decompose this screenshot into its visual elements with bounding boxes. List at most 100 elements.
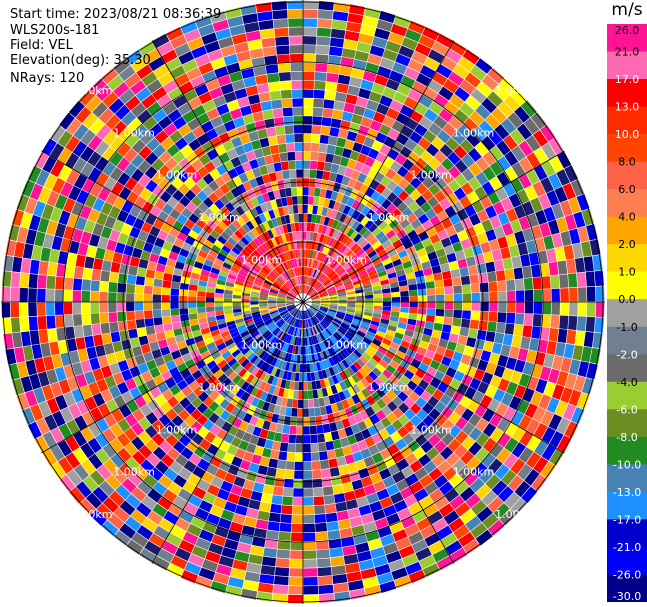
velocity-gate	[462, 293, 472, 302]
velocity-gate	[180, 447, 194, 460]
velocity-gate	[298, 276, 302, 285]
velocity-gate	[180, 225, 192, 236]
velocity-gate	[303, 461, 312, 471]
velocity-gate	[172, 189, 184, 202]
velocity-gate	[92, 368, 104, 382]
velocity-gate	[489, 352, 500, 365]
velocity-gate	[145, 425, 158, 439]
velocity-gate	[292, 345, 297, 354]
velocity-gate	[517, 348, 529, 362]
velocity-gate	[317, 333, 323, 342]
velocity-gate	[304, 310, 307, 319]
velocity-gate	[106, 239, 117, 252]
velocity-gate	[509, 395, 522, 411]
velocity-gate	[303, 187, 309, 196]
velocity-gate	[178, 409, 190, 421]
velocity-gate	[565, 373, 577, 390]
velocity-gate	[303, 160, 311, 169]
velocity-gate	[308, 196, 314, 205]
velocity-gate	[453, 524, 470, 540]
range-ring-label: 1.00km	[156, 423, 198, 436]
velocity-gate	[245, 423, 256, 435]
velocity-gate	[154, 271, 164, 280]
velocity-gate	[303, 417, 310, 426]
velocity-gate	[317, 272, 324, 281]
velocity-gate	[63, 391, 76, 407]
velocity-gate	[300, 346, 303, 355]
velocity-gate	[317, 388, 324, 398]
velocity-gate	[232, 305, 242, 310]
velocity-gate	[295, 363, 300, 373]
velocity-gate	[475, 484, 491, 500]
velocity-gate	[433, 150, 447, 164]
velocity-gate	[372, 354, 382, 363]
velocity-gate	[243, 516, 257, 528]
velocity-gate	[496, 322, 506, 334]
velocity-gate	[279, 274, 287, 283]
velocity-gate	[426, 143, 439, 157]
velocity-gate	[311, 296, 320, 300]
velocity-gate	[529, 338, 540, 352]
colorbar-tick-label: 10.0	[615, 128, 640, 141]
velocity-gate	[331, 19, 347, 30]
velocity-gate	[526, 452, 541, 469]
colorbar-tick-label: -26.0	[613, 569, 641, 582]
velocity-gate	[10, 287, 20, 302]
velocity-gate	[336, 510, 349, 521]
range-ring-label: 1.00km	[453, 466, 495, 479]
velocity-gate	[369, 273, 379, 280]
velocity-gate	[209, 203, 220, 215]
velocity-gate	[355, 346, 365, 355]
velocity-gate	[562, 183, 576, 200]
velocity-gate	[367, 538, 383, 551]
velocity-gate	[468, 328, 478, 339]
velocity-gate	[212, 334, 222, 342]
velocity-gate	[491, 249, 503, 261]
velocity-gate	[336, 401, 345, 412]
velocity-gate	[233, 287, 243, 293]
velocity-gate	[316, 540, 329, 550]
velocity-gate	[487, 398, 501, 413]
velocity-gate	[198, 317, 208, 324]
velocity-gate	[371, 140, 383, 152]
velocity-gate	[272, 283, 281, 289]
velocity-gate	[121, 200, 134, 214]
velocity-gate	[504, 323, 515, 335]
velocity-gate	[365, 233, 375, 243]
velocity-gate	[344, 315, 354, 321]
velocity-gate	[170, 35, 187, 49]
velocity-gate	[424, 532, 441, 547]
velocity-gate	[314, 251, 320, 260]
velocity-gate	[166, 533, 182, 547]
velocity-gate	[310, 259, 315, 268]
velocity-gate	[369, 45, 385, 57]
velocity-gate	[250, 302, 259, 305]
velocity-gate	[197, 302, 206, 308]
velocity-gate	[31, 245, 43, 261]
velocity-gate	[279, 442, 289, 452]
velocity-gate	[303, 577, 318, 586]
velocity-gate	[351, 525, 365, 536]
velocity-gate	[271, 181, 279, 191]
velocity-gate	[225, 7, 242, 19]
velocity-gate	[283, 283, 291, 291]
velocity-gate	[95, 172, 110, 187]
velocity-gate	[286, 303, 295, 306]
velocity-gate	[504, 166, 518, 182]
velocity-gate	[223, 293, 233, 299]
velocity-gate	[404, 523, 420, 537]
velocity-gate	[362, 337, 372, 346]
velocity-gate	[121, 223, 133, 236]
velocity-gate	[281, 252, 287, 262]
velocity-gate	[356, 304, 365, 309]
velocity-gate	[310, 278, 315, 287]
velocity-gate	[283, 313, 291, 321]
velocity-gate	[429, 336, 440, 346]
velocity-gate	[250, 306, 260, 311]
velocity-gate	[224, 354, 234, 364]
velocity-gate	[275, 36, 289, 46]
velocity-gate	[151, 245, 162, 256]
velocity-gate	[257, 465, 268, 476]
velocity-gate	[457, 230, 469, 242]
velocity-gate	[49, 341, 60, 356]
